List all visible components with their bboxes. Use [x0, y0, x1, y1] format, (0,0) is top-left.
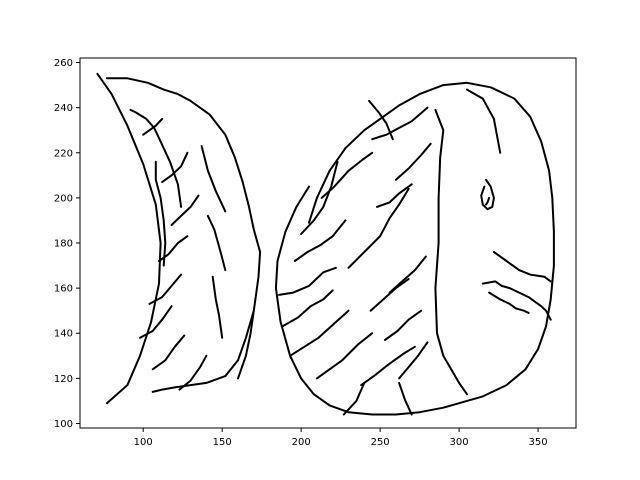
stroke-line-32 — [148, 273, 183, 305]
stroke-line-13 — [300, 160, 339, 235]
y-tick-label: 220 — [54, 148, 73, 159]
stroke-line-26 — [369, 278, 410, 312]
stroke-line-34 — [151, 334, 186, 371]
stroke-line-17 — [281, 289, 334, 328]
stroke-line-15 — [293, 219, 347, 262]
x-tick-label: 150 — [213, 437, 232, 448]
stroke-line-36 — [200, 145, 227, 213]
x-tick-label: 200 — [292, 437, 311, 448]
stroke-line-2 — [129, 108, 183, 208]
stroke-line-9 — [492, 251, 552, 283]
stroke-line-23 — [394, 142, 432, 181]
stroke-line-27 — [383, 309, 423, 341]
stroke-line-16 — [278, 266, 337, 296]
y-tick-label: 240 — [54, 103, 73, 114]
stroke-line-8 — [485, 196, 491, 206]
drawing-strokes — [96, 72, 555, 416]
y-axis: 100 120 140 160 180 200 220 240 260 — [54, 58, 80, 430]
stroke-line-33 — [139, 305, 173, 339]
y-tick-label: 100 — [54, 419, 73, 430]
stroke-line-19 — [315, 332, 374, 380]
y-tick-label: 140 — [54, 329, 73, 340]
stroke-line-10 — [481, 280, 552, 321]
stroke-line-7 — [480, 178, 495, 211]
x-tick-label: 300 — [450, 437, 469, 448]
stroke-line-18 — [289, 309, 350, 357]
stroke-line-20 — [360, 345, 416, 387]
stroke-line-37 — [206, 214, 227, 272]
y-tick-label: 200 — [54, 193, 73, 204]
stroke-line-30 — [170, 194, 200, 226]
x-tick-label: 250 — [371, 437, 390, 448]
stroke-line-4 — [274, 81, 555, 416]
stroke-line-38 — [211, 275, 224, 339]
stroke-line-39 — [237, 309, 255, 380]
stroke-line-6 — [466, 88, 502, 154]
stroke-line-5 — [434, 108, 468, 396]
stroke-line-24 — [376, 183, 413, 208]
x-tick-label: 350 — [529, 437, 548, 448]
stroke-line-1 — [105, 77, 262, 393]
y-tick-label: 260 — [54, 58, 73, 69]
stroke-line-40 — [398, 381, 413, 416]
stroke-line-21 — [398, 341, 429, 380]
x-axis: 100 150 200 250 300 350 — [134, 428, 548, 448]
stroke-line-29 — [161, 151, 189, 184]
stroke-line-14 — [347, 187, 410, 269]
stroke-line-35 — [178, 354, 208, 391]
stroke-line-31 — [158, 235, 189, 262]
stroke-line-41 — [342, 381, 366, 416]
stroke-line-3 — [154, 160, 167, 267]
stroke-line-42 — [368, 99, 394, 141]
stroke-line-0 — [96, 72, 162, 405]
x-tick-label: 100 — [134, 437, 153, 448]
stroke-line-28 — [142, 117, 164, 136]
y-tick-label: 120 — [54, 374, 73, 385]
y-tick-label: 160 — [54, 284, 73, 295]
stroke-line-11 — [488, 291, 530, 314]
stroke-line-22 — [371, 106, 429, 141]
y-tick-label: 180 — [54, 239, 73, 250]
